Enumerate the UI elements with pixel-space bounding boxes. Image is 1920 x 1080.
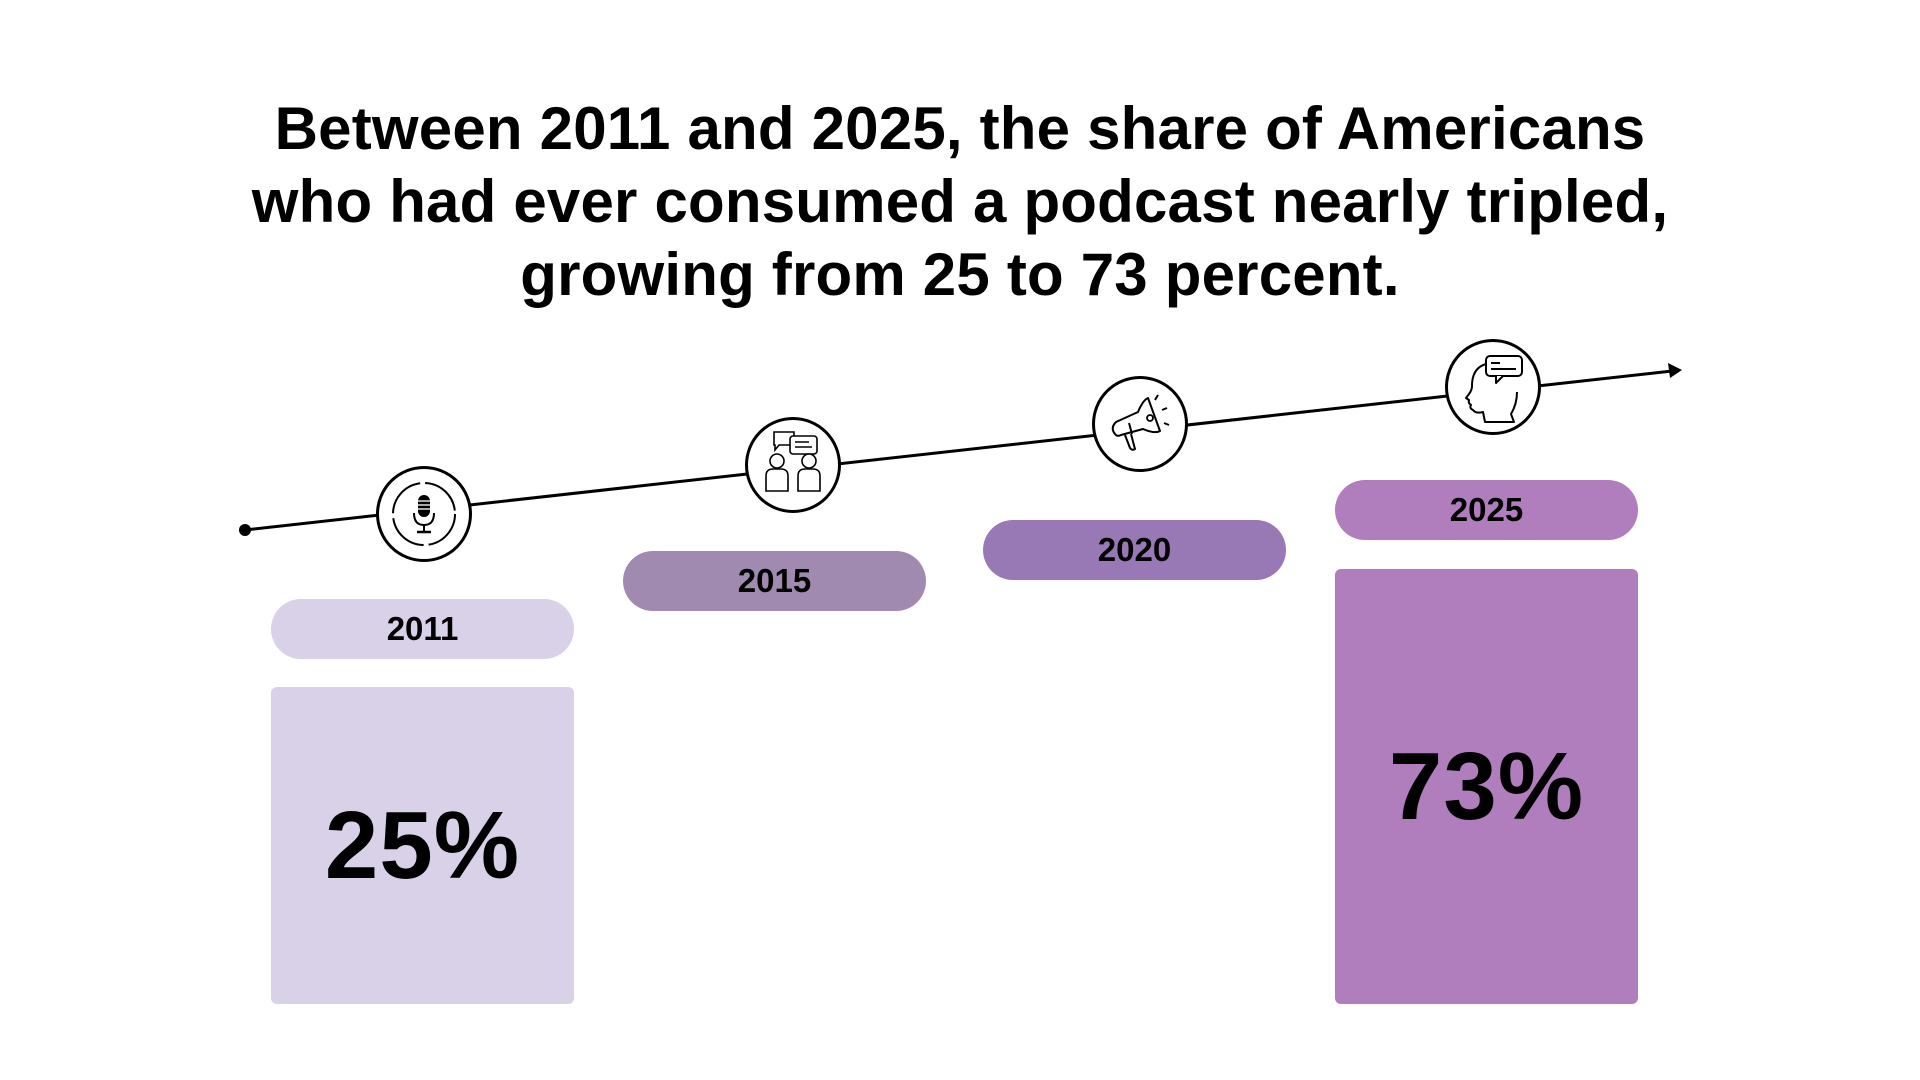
- year-pill-2015: 2015: [623, 551, 926, 611]
- year-label: 2025: [1449, 491, 1524, 528]
- chart-title: Between 2011 and 2025, the share of Amer…: [0, 92, 1920, 311]
- year-label: 2020: [1097, 531, 1172, 568]
- bar-value-label-2011: 25%: [324, 791, 521, 899]
- bar-2011: 25%: [271, 687, 574, 1004]
- megaphone-icon-circle: [1092, 376, 1188, 472]
- year-pill-2020: 2020: [983, 520, 1286, 580]
- trend-line-start-dot: [239, 524, 251, 536]
- title-line-1: Between 2011 and 2025, the share of Amer…: [274, 95, 1646, 162]
- thinking-head-icon: [1465, 355, 1523, 423]
- title-line-3: growing from 25 to 73 percent.: [520, 241, 1400, 308]
- trend-line-arrowhead: [1668, 363, 1682, 378]
- thinking-head-icon-circle: [1445, 339, 1541, 435]
- bar-value-label-2025: 73%: [1388, 732, 1585, 840]
- trend-line: [244, 369, 1673, 532]
- year-pill-2025: 2025: [1335, 480, 1638, 540]
- year-label: 2011: [386, 610, 459, 647]
- megaphone-icon: [1111, 394, 1170, 451]
- microphone-icon-circle: [376, 466, 472, 562]
- year-label: 2015: [737, 562, 812, 599]
- title-line-2: who had ever consumed a podcast nearly t…: [251, 168, 1669, 235]
- conversation-icon: [765, 431, 821, 492]
- microphone-icon: [392, 482, 456, 546]
- year-pill-2011: 2011: [271, 599, 574, 659]
- bar-2025: 73%: [1335, 569, 1638, 1004]
- conversation-icon-circle: [745, 417, 841, 513]
